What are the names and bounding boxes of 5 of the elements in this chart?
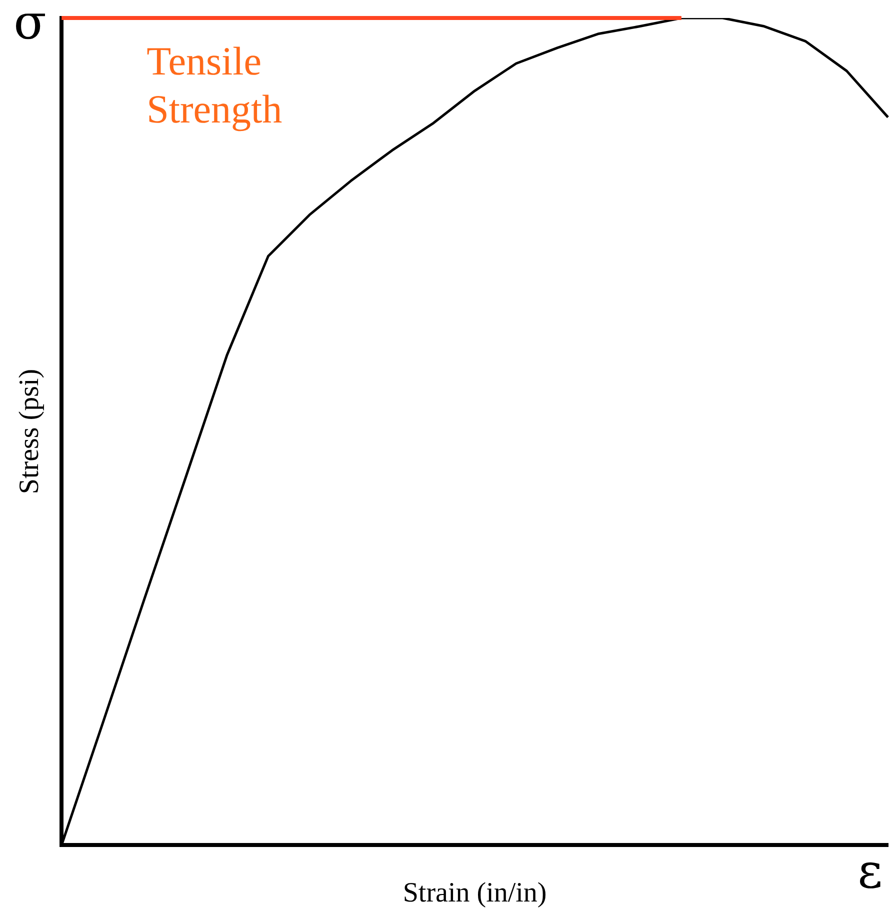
ref-line-label: Tensile Strength — [146, 38, 282, 132]
y-axis-title: Stress (psi) — [14, 368, 46, 494]
x-axis-title: Strain (in/in) — [402, 878, 547, 909]
annotation: ε — [858, 843, 882, 900]
text: σ — [14, 0, 46, 50]
